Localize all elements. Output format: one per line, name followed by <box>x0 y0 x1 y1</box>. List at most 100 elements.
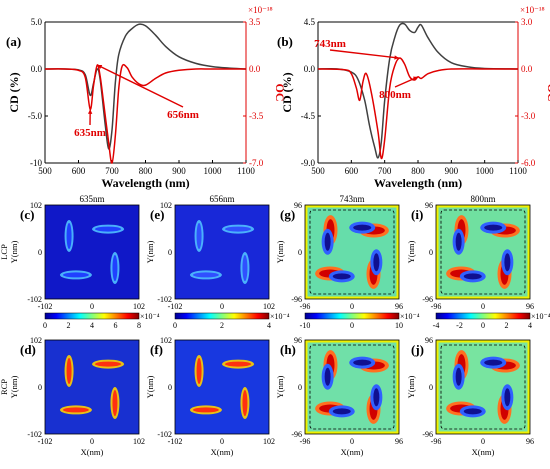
colorbar-tick-label: 2 <box>220 321 224 330</box>
x-tick-label: 1000 <box>476 166 495 176</box>
x-tick-label: 500 <box>311 166 325 176</box>
y2-tick-label: -7.0 <box>249 158 264 168</box>
annotation-arrowhead <box>87 109 93 114</box>
annotation-label: 800nm <box>379 89 411 101</box>
field-map-e: (e) 656nm -102-102 0 0 102 102 Y(nm) 0 2 4×10⁻⁴ <box>145 194 290 330</box>
x-axis-label: X(nm) <box>341 447 364 457</box>
map-frame <box>304 204 400 300</box>
negative-core <box>373 253 380 272</box>
negative-core <box>484 359 503 366</box>
edge-glow <box>436 340 530 434</box>
y-axis-label: Y(nm) <box>406 241 416 264</box>
colorbar-tick-label: 4 <box>528 321 532 330</box>
y-tick-label: -102 <box>27 295 42 304</box>
y2-scale-label: ×10⁻¹⁸ <box>520 5 545 15</box>
colorbar-scale: ×10⁻⁴ <box>400 312 420 321</box>
field-map-j: (j) -96-96 0 0 96 96 Y(nm) X(nm) <box>406 336 534 457</box>
hotspot <box>62 272 89 278</box>
y2-axis-label: OC <box>273 84 287 102</box>
x-tick-label: 0 <box>220 302 224 311</box>
panel-label: (f) <box>150 342 163 357</box>
map-background <box>305 340 399 434</box>
negative-core <box>324 232 331 251</box>
hotspot <box>196 357 202 384</box>
panel-label: (b) <box>277 34 293 49</box>
x-tick-label: 1100 <box>237 166 255 176</box>
negative-core <box>332 408 351 415</box>
colorbar <box>304 312 400 320</box>
colorbar-tick-label: 0 <box>481 321 485 330</box>
map-frame <box>44 204 140 300</box>
x-tick-label: 900 <box>445 166 459 176</box>
y-tick-label: 102 <box>30 201 42 210</box>
colorbar-scale: ×10⁻⁴ <box>531 312 550 321</box>
series-line-cd <box>44 23 247 150</box>
x-tick-label: 0 <box>90 437 94 446</box>
x-tick-label: 102 <box>263 302 275 311</box>
y-axis-label: Y(nm) <box>145 241 155 264</box>
hotspot <box>112 390 118 417</box>
hotspot <box>242 390 248 417</box>
x-tick-label: -96 <box>431 302 442 311</box>
negative-core <box>463 408 482 415</box>
map-field <box>436 340 530 434</box>
colorbar-tick-label: 4 <box>267 321 271 330</box>
y-tick-label: -96 <box>291 295 302 304</box>
edge-glow <box>305 340 399 434</box>
panel-label: (i) <box>411 207 423 222</box>
edge-glow <box>436 205 530 299</box>
colorbar-tick-label: 4 <box>90 321 94 330</box>
x-tick-label: 0 <box>220 437 224 446</box>
edge-glow <box>305 205 399 299</box>
y-tick-label: 0 <box>298 383 302 392</box>
panel-label: (e) <box>150 207 164 222</box>
x-tick-label: -102 <box>168 302 183 311</box>
map-title: 635nm <box>79 194 104 204</box>
panel-label: (h) <box>280 342 296 357</box>
y-tick-label: 0 <box>298 248 302 257</box>
y-tick-label: -102 <box>157 430 172 439</box>
map-field <box>189 219 255 285</box>
colorbar-tick-label: 2 <box>67 321 71 330</box>
x-tick-label: -96 <box>431 437 442 446</box>
y-axis-label: Y(nm) <box>275 376 285 399</box>
colorbar-scale: ×10⁻⁴ <box>140 312 160 321</box>
y-tick-label: 4.5 <box>304 17 316 27</box>
y-tick-label: -10 <box>30 158 42 168</box>
y-tick-label: 5.0 <box>31 17 43 27</box>
x-axis-label: Wavelength (nm) <box>101 176 189 190</box>
map-title: 800nm <box>470 194 495 204</box>
y-tick-label: 0 <box>168 248 172 257</box>
x-axis-label: X(nm) <box>472 447 495 457</box>
hotspot <box>192 407 219 413</box>
x-tick-label: -96 <box>300 437 311 446</box>
x-tick-label: 0 <box>350 302 354 311</box>
dashed-outline <box>309 209 395 295</box>
annotation-arrow <box>96 64 184 108</box>
colorbar-tick-label: 6 <box>114 321 118 330</box>
colorbar <box>435 312 531 320</box>
x-tick-label: 96 <box>526 437 534 446</box>
negative-core <box>463 273 482 280</box>
x-tick-label: 96 <box>395 302 403 311</box>
field-map-f: (f) -102-102 0 0 102 102 Y(nm) X(nm) <box>145 336 275 457</box>
map-background <box>175 340 269 434</box>
y-axis-label: Y(nm) <box>9 376 19 399</box>
colorbar <box>174 312 270 320</box>
map-background <box>45 340 139 434</box>
negative-core <box>504 388 511 407</box>
dashed-outline <box>440 209 526 295</box>
y-tick-label: 0 <box>38 383 42 392</box>
y-tick-label: 0 <box>168 383 172 392</box>
hotspot <box>112 255 118 282</box>
x-tick-label: 0 <box>90 302 94 311</box>
map-title: 743nm <box>339 194 364 204</box>
y2-tick-label: -6.0 <box>521 158 536 168</box>
x-tick-label: 1000 <box>204 166 223 176</box>
colorbar-tick-label: -2 <box>456 321 463 330</box>
map-field <box>59 219 125 285</box>
y-tick-label: 96 <box>294 201 302 210</box>
y-tick-label: -4.5 <box>301 111 316 121</box>
hotspot <box>192 272 219 278</box>
